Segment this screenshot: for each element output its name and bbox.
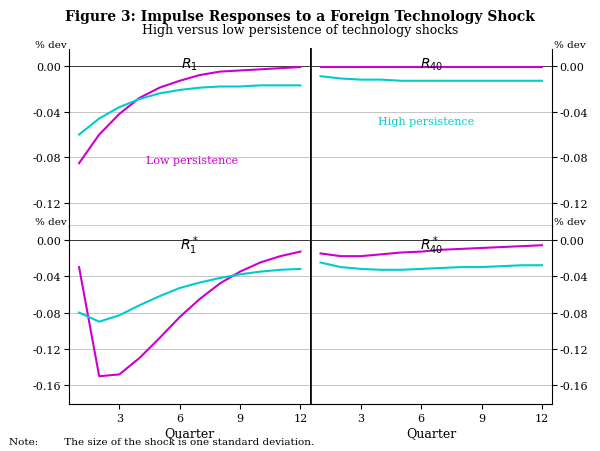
Text: High persistence: High persistence xyxy=(378,117,475,127)
Text: % dev: % dev xyxy=(35,41,67,50)
Text: % dev: % dev xyxy=(35,218,67,226)
X-axis label: Quarter: Quarter xyxy=(164,426,215,439)
X-axis label: Quarter: Quarter xyxy=(406,426,457,439)
Text: Figure 3: Impulse Responses to a Foreign Technology Shock: Figure 3: Impulse Responses to a Foreign… xyxy=(65,10,535,24)
Text: Low persistence: Low persistence xyxy=(146,156,238,166)
Text: % dev: % dev xyxy=(554,218,586,226)
Text: High versus low persistence of technology shocks: High versus low persistence of technolog… xyxy=(142,23,458,37)
Text: $\mathit{R}_1$: $\mathit{R}_1$ xyxy=(181,57,198,73)
Text: Note:        The size of the shock is one standard deviation.: Note: The size of the shock is one stand… xyxy=(9,437,314,446)
Text: $\mathit{R}^*_1$: $\mathit{R}^*_1$ xyxy=(180,234,199,256)
Text: $\mathit{R}_{40}$: $\mathit{R}_{40}$ xyxy=(419,57,443,73)
Text: % dev: % dev xyxy=(554,41,586,50)
Text: $\mathit{R}^*_{40}$: $\mathit{R}^*_{40}$ xyxy=(419,234,443,256)
